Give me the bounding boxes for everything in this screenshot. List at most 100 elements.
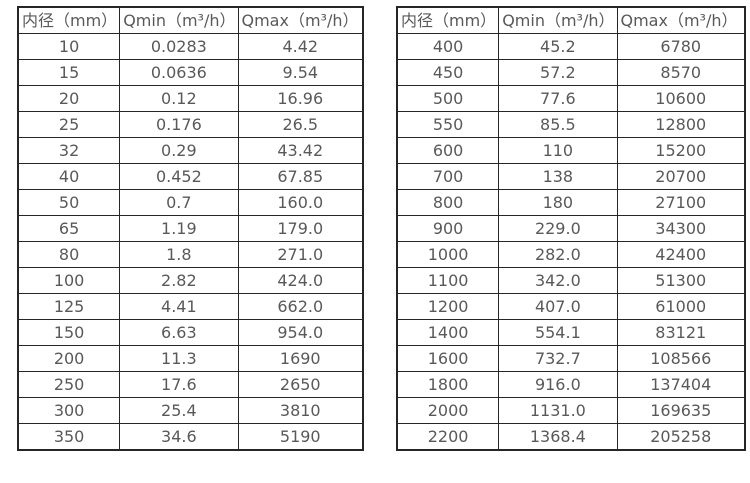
column-header-diameter: 内径（mm） bbox=[17, 6, 121, 34]
table-cell: 6780 bbox=[616, 33, 746, 60]
table-cell: 271.0 bbox=[237, 241, 364, 268]
table-cell: 1800 bbox=[396, 371, 500, 398]
table-cell: 12800 bbox=[616, 111, 746, 138]
table-cell: 138 bbox=[498, 163, 618, 190]
table-cell: 0.176 bbox=[119, 111, 239, 138]
table-cell: 45.2 bbox=[498, 33, 618, 60]
table-cell: 1.19 bbox=[119, 215, 239, 242]
table-cell: 300 bbox=[17, 397, 121, 424]
table-cell: 0.12 bbox=[119, 85, 239, 112]
table-cell: 4.42 bbox=[237, 33, 364, 60]
table-row: 550 85.5 12800 bbox=[396, 111, 746, 138]
table-cell: 10600 bbox=[616, 85, 746, 112]
table-cell: 450 bbox=[396, 59, 500, 86]
table-row: 1200 407.0 61000 bbox=[396, 293, 746, 320]
table-cell: 1131.0 bbox=[498, 397, 618, 424]
table-cell: 2200 bbox=[396, 423, 500, 451]
table-cell: 83121 bbox=[616, 319, 746, 346]
table-header-row: 内径（mm） Qmin（m³/h） Qmax（m³/h） bbox=[396, 6, 746, 34]
table-cell: 85.5 bbox=[498, 111, 618, 138]
table-cell: 26.5 bbox=[237, 111, 364, 138]
table-cell: 2000 bbox=[396, 397, 500, 424]
table-cell: 1100 bbox=[396, 267, 500, 294]
table-cell: 25.4 bbox=[119, 397, 239, 424]
table-row: 1600 732.7 108566 bbox=[396, 345, 746, 372]
table-cell: 16.96 bbox=[237, 85, 364, 112]
table-cell: 0.0636 bbox=[119, 59, 239, 86]
table-cell: 150 bbox=[17, 319, 121, 346]
table-cell: 0.0283 bbox=[119, 33, 239, 60]
table-cell: 916.0 bbox=[498, 371, 618, 398]
table-cell: 20 bbox=[17, 85, 121, 112]
table-cell: 1400 bbox=[396, 319, 500, 346]
table-row: 400 45.2 6780 bbox=[396, 33, 746, 60]
table-cell: 229.0 bbox=[498, 215, 618, 242]
table-row: 25 0.176 26.5 bbox=[17, 111, 364, 138]
table-row: 600 110 15200 bbox=[396, 137, 746, 164]
table-header-row: 内径（mm） Qmin（m³/h） Qmax（m³/h） bbox=[17, 6, 364, 34]
table-cell: 20700 bbox=[616, 163, 746, 190]
table-row: 300 25.4 3810 bbox=[17, 397, 364, 424]
table-row: 1000 282.0 42400 bbox=[396, 241, 746, 268]
table-cell: 954.0 bbox=[237, 319, 364, 346]
table-cell: 500 bbox=[396, 85, 500, 112]
table-row: 800 180 27100 bbox=[396, 189, 746, 216]
table-cell: 15200 bbox=[616, 137, 746, 164]
table-cell: 61000 bbox=[616, 293, 746, 320]
table-cell: 200 bbox=[17, 345, 121, 372]
table-cell: 51300 bbox=[616, 267, 746, 294]
table-cell: 77.6 bbox=[498, 85, 618, 112]
table-row: 2200 1368.4 205258 bbox=[396, 423, 746, 451]
table-cell: 342.0 bbox=[498, 267, 618, 294]
column-header-qmin: Qmin（m³/h） bbox=[498, 6, 618, 34]
table-row: 500 77.6 10600 bbox=[396, 85, 746, 112]
table-cell: 17.6 bbox=[119, 371, 239, 398]
table-row: 32 0.29 43.42 bbox=[17, 137, 364, 164]
column-header-qmin: Qmin（m³/h） bbox=[119, 6, 239, 34]
table-cell: 1600 bbox=[396, 345, 500, 372]
column-header-diameter: 内径（mm） bbox=[396, 6, 500, 34]
table-cell: 1690 bbox=[237, 345, 364, 372]
table-row: 50 0.7 160.0 bbox=[17, 189, 364, 216]
table-cell: 800 bbox=[396, 189, 500, 216]
table-row: 65 1.19 179.0 bbox=[17, 215, 364, 242]
table-cell: 250 bbox=[17, 371, 121, 398]
table-cell: 5190 bbox=[237, 423, 364, 451]
table-cell: 80 bbox=[17, 241, 121, 268]
table-row: 100 2.82 424.0 bbox=[17, 267, 364, 294]
table-cell: 65 bbox=[17, 215, 121, 242]
table-cell: 2650 bbox=[237, 371, 364, 398]
table-cell: 6.63 bbox=[119, 319, 239, 346]
table-cell: 1.8 bbox=[119, 241, 239, 268]
table-cell: 1200 bbox=[396, 293, 500, 320]
table-cell: 110 bbox=[498, 137, 618, 164]
column-header-qmax: Qmax（m³/h） bbox=[616, 6, 746, 34]
table-cell: 160.0 bbox=[237, 189, 364, 216]
table-cell: 0.29 bbox=[119, 137, 239, 164]
table-cell: 25 bbox=[17, 111, 121, 138]
flow-table-small-diameter: 内径（mm） Qmin（m³/h） Qmax（m³/h） 10 0.0283 4.4… bbox=[17, 6, 364, 451]
table-cell: 15 bbox=[17, 59, 121, 86]
table-cell: 43.42 bbox=[237, 137, 364, 164]
table-cell: 600 bbox=[396, 137, 500, 164]
flow-table-large-diameter: 内径（mm） Qmin（m³/h） Qmax（m³/h） 400 45.2 6780… bbox=[396, 6, 746, 451]
table-row: 125 4.41 662.0 bbox=[17, 293, 364, 320]
table-cell: 34300 bbox=[616, 215, 746, 242]
table-row: 200 11.3 1690 bbox=[17, 345, 364, 372]
table-cell: 350 bbox=[17, 423, 121, 451]
table-cell: 1368.4 bbox=[498, 423, 618, 451]
table-row: 40 0.452 67.85 bbox=[17, 163, 364, 190]
table-row: 10 0.0283 4.42 bbox=[17, 33, 364, 60]
table-cell: 180 bbox=[498, 189, 618, 216]
table-cell: 3810 bbox=[237, 397, 364, 424]
table-row: 900 229.0 34300 bbox=[396, 215, 746, 242]
table-cell: 9.54 bbox=[237, 59, 364, 86]
table-cell: 550 bbox=[396, 111, 500, 138]
table-row: 700 138 20700 bbox=[396, 163, 746, 190]
table-cell: 0.452 bbox=[119, 163, 239, 190]
table-row: 1100 342.0 51300 bbox=[396, 267, 746, 294]
table-cell: 2.82 bbox=[119, 267, 239, 294]
table-row: 20 0.12 16.96 bbox=[17, 85, 364, 112]
table-cell: 4.41 bbox=[119, 293, 239, 320]
table-cell: 169635 bbox=[616, 397, 746, 424]
